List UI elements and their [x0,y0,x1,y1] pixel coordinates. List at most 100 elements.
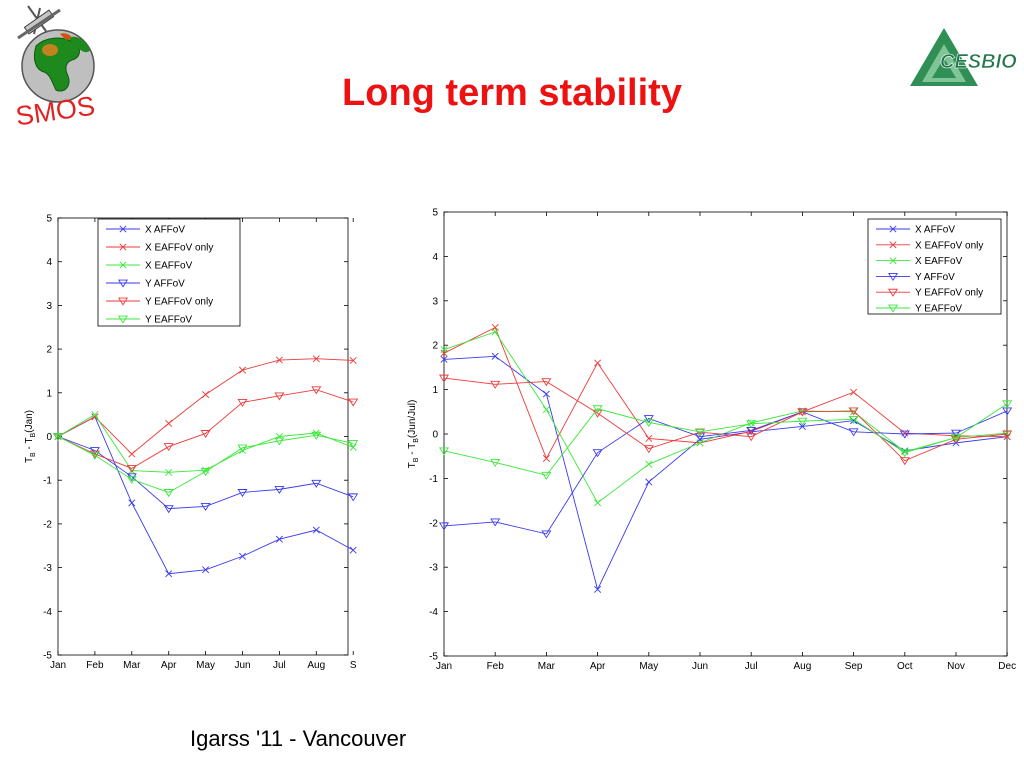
chart-1-series-3-point [950,429,962,438]
chart-1-series-0-point [645,478,653,486]
chart-0-series-1-point [238,366,247,374]
chart-0-series-3-point [126,473,137,482]
cesbio-logo-text: CESBIO [940,51,1017,73]
chart-0-series-4-point [348,398,359,407]
chart-1-series-0-point [594,585,602,593]
chart-0-legend-label: X AFFoV [145,225,185,236]
chart-1-legend-label: X EAFFoV only [915,240,983,251]
chart-1-xtick-label: Oct [897,661,913,672]
chart-1-xtick-label: Dec [998,661,1016,672]
chart-0-series-3-line [57,436,354,510]
chart-1-series-0-point [440,355,448,363]
chart-1-series-0-point [542,390,550,398]
chart-1-series-2-point [440,346,448,354]
chart-1-series-4-point [643,445,654,454]
chart-1-series-1 [440,323,1011,462]
chart-0-xtick-label: May [196,660,215,671]
chart-0-series-4-point [200,430,211,439]
chart-0-ylabel: TB - TB(Jan) [24,410,37,463]
chart-1-xtick-label: Apr [590,661,606,672]
chart-0-ytick-label: 3 [46,301,52,312]
chart-0-series-5-point [274,437,285,446]
chart-0-series-5-point [126,475,137,484]
chart-0-legend-label: X EAFFoV only [145,243,213,254]
chart-0-ytick-label: -3 [43,563,52,574]
cesbio-triangle-icon [910,28,978,86]
chart-0-series-5-point [311,431,322,440]
chart-0-series-4-point [237,399,248,408]
chart-1-series-1-point [645,434,653,442]
chart-1-legend-label: Y EAFFoV [915,304,962,315]
chart-1-series-4-point [848,407,859,416]
chart-1-series-1-point [542,454,550,462]
chart-0-series-2-point [91,411,99,419]
chart-0-series-4-line [57,389,354,469]
chart-0-series-0-point [165,570,173,578]
chart-1-series-2-line [443,331,1008,504]
chart-0-series-1-point [165,419,173,427]
chart-1-series-0-point [798,422,806,430]
chart-1-series-4-point [541,378,552,387]
chart-1-xtick-label: Nov [947,661,965,672]
chart-1-legend-label: X AFFoV [915,225,955,236]
chart-1-legend-label: Y EAFFoV only [915,288,983,299]
chart-1-series-5-line [443,403,1008,476]
chart-1-series-1-point [594,359,602,367]
chart-0-series-3 [52,433,359,514]
chart-1-xtick-label: Jan [436,661,452,672]
chart-1-ytick-label: -3 [429,563,438,574]
chart-1-series-4 [438,374,1013,466]
chart-0-ytick-label: 1 [46,388,52,399]
chart-1-series-0-line [443,355,1008,591]
chart-0-xtick-label: Aug [307,660,325,671]
chart-1-series-2-point [542,406,550,414]
chart-1-series-5-point [592,405,603,414]
chart-0-ytick-label: 4 [46,257,52,268]
chart-1-series-3-point [541,530,552,539]
chart-0-series-2-line [57,414,354,473]
chart-1-series-5-point [541,471,552,480]
chart-1-ytick-label: -1 [429,474,438,485]
chart-1-legend-marker [889,241,897,249]
chart-0-legend-marker [119,261,127,269]
chart-1-series-2-point [645,460,653,468]
chart-1-xtick-label: Jul [745,661,758,672]
chart-0-series-1-point [312,355,320,363]
chart-0-ytick-label: -4 [43,607,52,618]
chart-1-series-5-point [694,428,706,437]
chart-1-series-3-line [443,410,1008,535]
chart-1-series-0 [440,352,1011,593]
chart-1-legend-marker [889,225,897,233]
chart-0-legend-box [97,218,241,327]
chart-0-series-3-point [274,485,285,495]
chart-0-series-0-point [275,535,283,543]
chart-0-series-1-point [91,413,99,421]
chart-1-series-3-point [899,430,910,439]
chart-1-ytick-label: 3 [432,296,438,307]
chart-1-series-3-point [643,415,654,424]
chart-0-legend-marker [117,315,129,324]
chart-1-xtick-label: Jun [692,661,708,672]
chart-0-series-5-point [348,440,359,449]
chart-1-series-4-point [438,374,450,383]
chart-0-series-0-point [202,566,210,574]
chart-1-ytick-label: 5 [432,208,438,219]
chart-1-series-3-point [694,433,706,442]
chart-1-series-5-point [899,449,910,458]
chart-1-ytick-label: 1 [432,385,438,396]
chart-1-legend-label: X EAFFoV [915,256,963,267]
chart-0-xtick-label: Apr [161,660,177,671]
chart-1-series-4-point [746,433,757,442]
chart-0-ytick-label: -2 [43,519,52,530]
chart-0-series-1-point [128,450,136,458]
chart-1-series-4-line [443,377,1008,462]
chart-1-xtick-label: Aug [794,661,812,672]
smos-logo: SMOS [14,5,97,128]
chart-1-series-1-line [443,326,1008,460]
chart-1-series-4-point [950,435,962,444]
chart-1-series-5-point [490,459,501,468]
chart-1-series-4-point [899,457,910,466]
chart-1-ytick-label: 0 [432,430,438,441]
